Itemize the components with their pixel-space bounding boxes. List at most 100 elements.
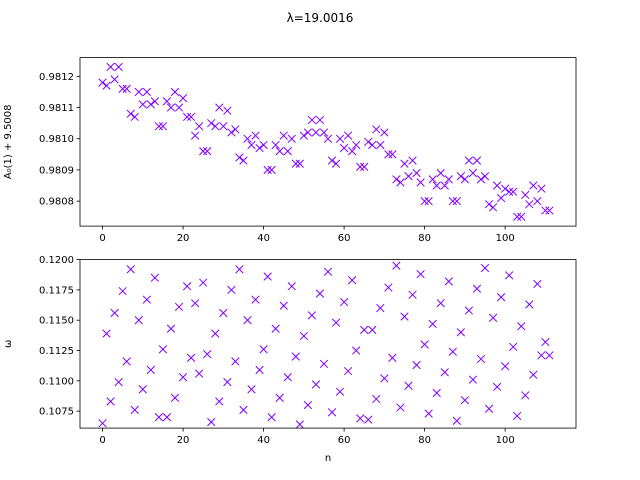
data-point xyxy=(223,377,232,387)
data-point xyxy=(364,415,373,424)
data-point xyxy=(271,140,280,150)
data-point xyxy=(207,118,216,128)
data-point xyxy=(500,184,510,193)
data-point xyxy=(215,103,224,112)
data-point xyxy=(525,300,534,309)
data-point xyxy=(492,382,502,392)
data-point xyxy=(106,397,115,406)
data-point xyxy=(368,325,377,335)
data-point xyxy=(291,159,300,168)
x-tick-label: 40 xyxy=(257,233,270,244)
y-tick-label: 0.1150 xyxy=(39,316,74,327)
plot-panels: 0 20 40 60 80 100 0.9808 0.9809 0.9810 0.9811 0.98… xyxy=(3,57,577,464)
data-point xyxy=(412,168,421,178)
data-point xyxy=(472,156,482,165)
data-point xyxy=(380,128,389,137)
data-point xyxy=(251,131,260,140)
data-point xyxy=(388,353,397,362)
data-point xyxy=(98,78,107,87)
data-point xyxy=(303,128,313,137)
data-point xyxy=(114,62,123,72)
data-point xyxy=(509,342,518,352)
data-point xyxy=(150,97,160,106)
data-point xyxy=(404,172,413,181)
data-point xyxy=(319,359,329,369)
data-point xyxy=(331,159,341,168)
data-point xyxy=(267,413,276,422)
data-point xyxy=(376,303,385,313)
x-tick-label: 0 xyxy=(99,233,105,244)
plot-panel-2: 0 20 40 60 80 100 0.1075 0.1100 0.1125 0.1150 0.11… xyxy=(3,255,577,464)
data-point xyxy=(279,301,288,310)
data-point xyxy=(138,385,147,394)
data-point xyxy=(227,128,236,137)
data-point xyxy=(231,125,240,134)
data-point xyxy=(134,316,143,325)
axes-frame xyxy=(79,57,577,227)
data-point xyxy=(283,147,292,156)
data-point xyxy=(545,351,554,360)
data-point xyxy=(235,153,244,162)
data-point xyxy=(303,400,313,410)
data-point xyxy=(480,172,490,181)
data-point xyxy=(364,137,373,147)
data-point xyxy=(327,408,337,417)
data-point xyxy=(335,134,345,143)
data-point xyxy=(537,184,546,193)
data-point xyxy=(199,278,208,287)
data-point xyxy=(529,370,538,379)
data-point xyxy=(243,316,252,325)
x-tick-label: 80 xyxy=(418,435,431,446)
data-point xyxy=(537,351,546,360)
data-point xyxy=(275,147,284,156)
data-point xyxy=(219,308,228,318)
data-point xyxy=(448,196,457,206)
y-tick-label: 0.1100 xyxy=(39,376,74,387)
data-point xyxy=(376,140,385,150)
data-point xyxy=(279,131,288,140)
data-point xyxy=(468,375,478,384)
data-point xyxy=(295,420,304,429)
y-axis-label: A₀(1) + 9.5008 xyxy=(3,104,14,179)
data-point xyxy=(227,285,236,295)
data-point xyxy=(384,283,393,292)
x-tick-label: 100 xyxy=(496,233,515,244)
data-point xyxy=(219,122,228,131)
data-point xyxy=(424,196,433,206)
data-point xyxy=(428,319,437,329)
data-point xyxy=(263,272,272,281)
data-point xyxy=(440,181,449,190)
y-tick-label: 0.9811 xyxy=(39,103,74,114)
data-point xyxy=(311,128,321,137)
data-point xyxy=(138,100,147,109)
data-point xyxy=(174,103,184,112)
data-point xyxy=(102,81,111,90)
y-tick-label: 0.1200 xyxy=(39,255,74,266)
data-point xyxy=(203,147,212,156)
y-tick-label: 0.9808 xyxy=(39,197,74,208)
data-point xyxy=(335,387,345,396)
data-point xyxy=(122,357,131,366)
y-axis-label: ω xyxy=(3,340,14,348)
y-tick-label: 0.1175 xyxy=(39,285,74,296)
x-axis-label: n xyxy=(325,453,331,464)
data-point xyxy=(207,417,216,427)
data-point xyxy=(231,357,240,366)
data-point xyxy=(331,318,341,327)
y-tick-label: 0.1075 xyxy=(39,407,74,418)
data-point xyxy=(251,295,260,304)
data-point xyxy=(448,347,457,356)
data-point xyxy=(505,187,514,196)
data-point xyxy=(170,87,180,97)
y-tick-label: 0.9812 xyxy=(39,72,74,83)
data-point xyxy=(158,122,168,131)
data-point xyxy=(307,311,317,320)
data-point xyxy=(106,62,115,72)
data-point xyxy=(186,112,196,122)
data-point xyxy=(404,381,413,390)
data-point xyxy=(146,100,156,109)
data-point xyxy=(291,352,300,361)
data-point xyxy=(311,380,321,389)
x-tick-label: 80 xyxy=(418,233,431,244)
data-point xyxy=(122,84,131,93)
